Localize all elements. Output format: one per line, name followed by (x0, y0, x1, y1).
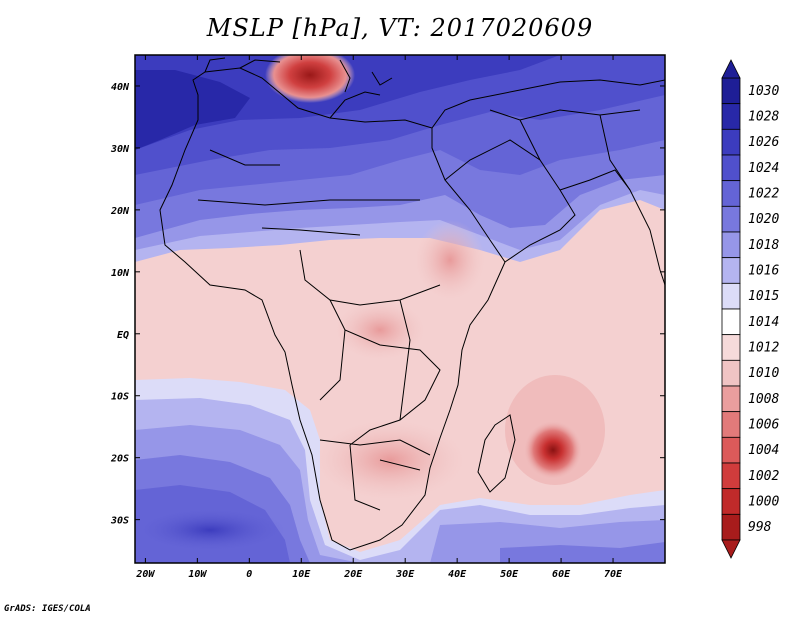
lon-tick-label: 60E (552, 569, 571, 580)
longitude-axis: 20W 10W 0 10E 20E 30E 40E 50E 60E 70E (135, 55, 623, 580)
asia-coast-north (431, 79, 665, 129)
colorbar-level-label: 1022 (748, 187, 779, 202)
colorbar-level-label: 1016 (748, 264, 779, 279)
colorbar-level-label: 1002 (748, 469, 779, 484)
africa-coastline (159, 67, 506, 551)
lat-tick-label: 20N (110, 206, 130, 217)
mediterranean-low (265, 55, 355, 103)
lon-tick-label: 40E (448, 569, 467, 580)
pressure-field (135, 55, 665, 563)
lon-tick-label: 50E (500, 569, 519, 580)
lat-tick-label: EQ (117, 330, 129, 341)
indian-ocean-high-fringe (500, 542, 665, 563)
latitude-axis: 40N 30N 20N 10N EQ 10S 20S 30S (110, 82, 665, 527)
colorbar-swatch (721, 128, 741, 156)
colorbar-level-label: 1015 (748, 289, 779, 304)
lon-tick-label: 70E (604, 569, 623, 580)
colorbar-level-label: 1010 (748, 366, 779, 381)
madagascar-coastline (477, 414, 516, 493)
colorbar-swatch (721, 308, 741, 336)
colorbar-swatch (721, 359, 741, 387)
lat-tick-label: 20S (110, 454, 129, 465)
colorbar-swatch (721, 205, 741, 233)
colorbar-level-label: 1004 (748, 443, 779, 458)
europe-coastline (204, 57, 381, 119)
map-frame (134, 54, 666, 564)
pressure-colorbar: 1030 1028 1026 1024 1022 1020 1018 1016 1015 1014… (721, 59, 779, 559)
colorbar-swatch (721, 334, 741, 361)
colorbar-swatch (721, 180, 741, 207)
colorbar-bottom-arrow (721, 539, 741, 559)
grads-credit: GrADS: IGES/COLA (4, 604, 91, 614)
atlantic-high-core (135, 70, 250, 150)
colorbar-swatch (721, 513, 741, 541)
northern-high-zone-1026 (135, 55, 560, 150)
colorbar-swatch (721, 488, 741, 515)
colorbar-level-label: 1020 (748, 212, 779, 227)
colorbar-level-label: 1018 (748, 238, 779, 253)
colorbar-swatch (721, 154, 741, 182)
colorbar-swatch (721, 257, 741, 284)
colorbar-swatch (721, 282, 741, 310)
lon-tick-label: 10W (188, 569, 207, 580)
colorbar-swatch (721, 462, 741, 490)
lon-tick-label: 20W (135, 569, 155, 580)
lat-tick-label: 30S (110, 516, 129, 527)
lat-tick-label: 30N (110, 144, 130, 155)
lat-tick-label: 10N (111, 268, 130, 279)
colorbar-level-label: 1030 (748, 84, 779, 99)
map-title: MSLP [hPa], VT: 2017020609 (206, 14, 594, 42)
colorbar-swatch (721, 103, 741, 130)
lon-tick-label: 10E (292, 569, 311, 580)
central-africa-trough (335, 300, 425, 360)
colorbar-top-arrow (721, 59, 741, 79)
colorbar-level-label: 1006 (748, 418, 779, 433)
middle-east-borders (489, 109, 641, 191)
lon-tick-label: 20E (343, 569, 363, 580)
lon-tick-label: 30E (395, 569, 415, 580)
southern-africa-borders (319, 439, 431, 511)
colorbar-level-label: 1026 (748, 135, 779, 150)
central-africa-borders (319, 299, 441, 446)
colorbar-swatch (721, 231, 741, 259)
colorbar-level-label: 1012 (748, 341, 779, 356)
lat-tick-label: 40N (111, 82, 130, 93)
colorbar-swatch (721, 411, 741, 438)
colorbar-swatch (721, 77, 741, 105)
coastlines-and-borders (159, 57, 665, 551)
colorbar-level-label: 1000 (748, 495, 779, 510)
colorbar-level-label: 1028 (748, 110, 779, 125)
lat-tick-label: 10S (111, 392, 129, 403)
colorbar-level-label: 1008 (748, 392, 779, 407)
colorbar-swatch (721, 385, 741, 413)
tropical-cyclone-low (523, 420, 583, 480)
colorbar-level-label: 1014 (748, 315, 779, 330)
italy-balkans-coast (339, 59, 393, 93)
northern-africa-borders (197, 149, 441, 306)
south-atlantic-high-core (135, 508, 285, 552)
colorbar-swatch (721, 436, 741, 464)
colorbar-level-label: 1024 (748, 161, 779, 176)
colorbar-level-label: 998 (748, 520, 772, 535)
lon-tick-label: 0 (246, 569, 252, 580)
ethiopia-trough (415, 220, 485, 300)
